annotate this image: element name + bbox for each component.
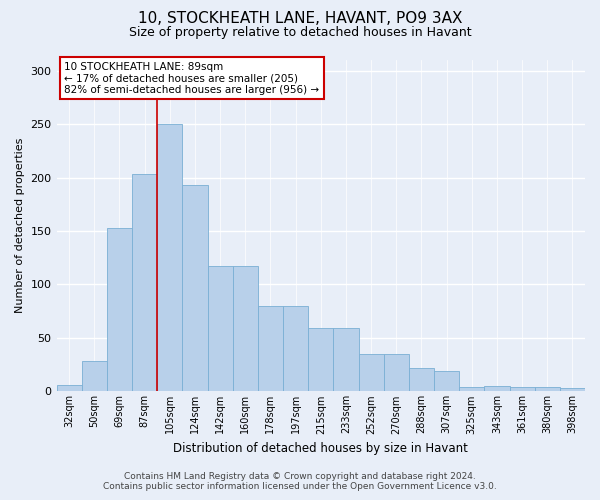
- Bar: [283, 306, 308, 392]
- Bar: [132, 174, 157, 392]
- Bar: [56, 385, 82, 392]
- Bar: [509, 387, 535, 392]
- X-axis label: Distribution of detached houses by size in Havant: Distribution of detached houses by size …: [173, 442, 468, 455]
- Bar: [409, 368, 434, 392]
- Y-axis label: Number of detached properties: Number of detached properties: [15, 138, 25, 314]
- Bar: [383, 354, 409, 392]
- Text: Contains HM Land Registry data © Crown copyright and database right 2024.
Contai: Contains HM Land Registry data © Crown c…: [103, 472, 497, 491]
- Bar: [560, 388, 585, 392]
- Bar: [459, 387, 484, 392]
- Bar: [157, 124, 182, 392]
- Text: 10, STOCKHEATH LANE, HAVANT, PO9 3AX: 10, STOCKHEATH LANE, HAVANT, PO9 3AX: [138, 11, 462, 26]
- Bar: [233, 266, 258, 392]
- Bar: [82, 362, 107, 392]
- Bar: [182, 185, 208, 392]
- Text: Size of property relative to detached houses in Havant: Size of property relative to detached ho…: [128, 26, 472, 39]
- Bar: [359, 354, 383, 392]
- Bar: [208, 266, 233, 392]
- Bar: [484, 386, 509, 392]
- Bar: [535, 387, 560, 392]
- Bar: [308, 328, 334, 392]
- Bar: [334, 328, 359, 392]
- Bar: [258, 306, 283, 392]
- Bar: [107, 228, 132, 392]
- Text: 10 STOCKHEATH LANE: 89sqm
← 17% of detached houses are smaller (205)
82% of semi: 10 STOCKHEATH LANE: 89sqm ← 17% of detac…: [64, 62, 320, 95]
- Bar: [434, 371, 459, 392]
